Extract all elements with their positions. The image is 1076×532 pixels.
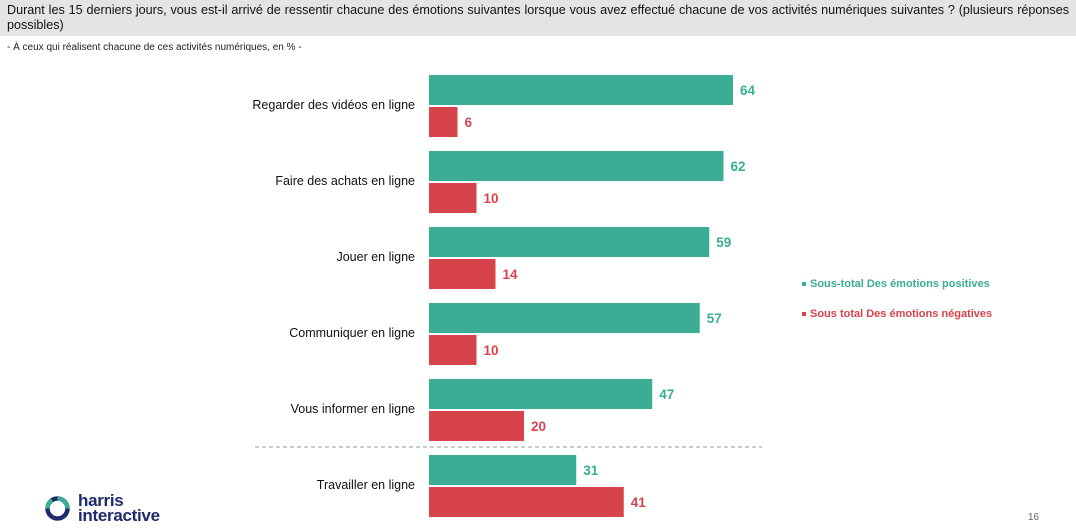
category-label: Vous informer en ligne: [291, 402, 415, 416]
legend-swatch-negative: [802, 312, 806, 316]
survey-question: Durant les 15 derniers jours, vous est-i…: [0, 0, 1076, 36]
data-label-negative: 10: [484, 191, 499, 206]
bar-positive: [429, 75, 733, 105]
category-label: Jouer en ligne: [336, 250, 415, 264]
bar-negative: [429, 107, 458, 137]
data-label-positive: 64: [740, 83, 756, 98]
legend-item-negative: Sous total Des émotions négatives: [802, 307, 1012, 321]
data-label-positive: 62: [731, 159, 746, 174]
legend: Sous-total Des émotions positives Sous t…: [802, 277, 1012, 337]
legend-item-positive: Sous-total Des émotions positives: [802, 277, 1012, 291]
legend-label-negative: Sous total Des émotions négatives: [810, 308, 993, 320]
category-label: Faire des achats en ligne: [275, 174, 415, 188]
bar-positive: [429, 151, 724, 181]
data-label-negative: 14: [503, 267, 519, 282]
bar-positive: [429, 379, 653, 409]
legend-label-positive: Sous-total Des émotions positives: [810, 278, 990, 290]
data-label-negative: 41: [631, 495, 647, 510]
bar-negative: [429, 335, 477, 365]
page-number: 16: [1028, 512, 1040, 523]
bar-negative: [429, 487, 624, 517]
bar-negative: [429, 183, 477, 213]
bar-positive: [429, 227, 710, 257]
category-label: Regarder des vidéos en ligne: [252, 98, 415, 112]
bar-negative: [429, 411, 524, 441]
harris-ring-icon: [45, 496, 70, 521]
bar-positive: [429, 303, 700, 333]
logo-line-2: interactive: [78, 506, 160, 525]
category-label: Communiquer en ligne: [289, 326, 415, 340]
data-label-positive: 57: [707, 311, 722, 326]
harris-interactive-logo: harris interactive: [44, 491, 184, 525]
category-label: Travailler en ligne: [317, 478, 415, 492]
bar-negative: [429, 259, 496, 289]
data-label-negative: 6: [465, 115, 473, 130]
chart-subtitle: - À ceux qui réalisent chacune de ces ac…: [7, 42, 302, 53]
data-label-positive: 47: [659, 387, 674, 402]
logo-wordmark: harris interactive: [78, 491, 160, 525]
data-label-positive: 59: [716, 235, 731, 250]
bar-positive: [429, 455, 577, 485]
data-label-negative: 20: [531, 419, 546, 434]
data-label-positive: 31: [583, 463, 599, 478]
data-label-negative: 10: [484, 343, 499, 358]
logo-line-1: harris: [78, 491, 124, 510]
legend-swatch-positive: [802, 282, 806, 286]
